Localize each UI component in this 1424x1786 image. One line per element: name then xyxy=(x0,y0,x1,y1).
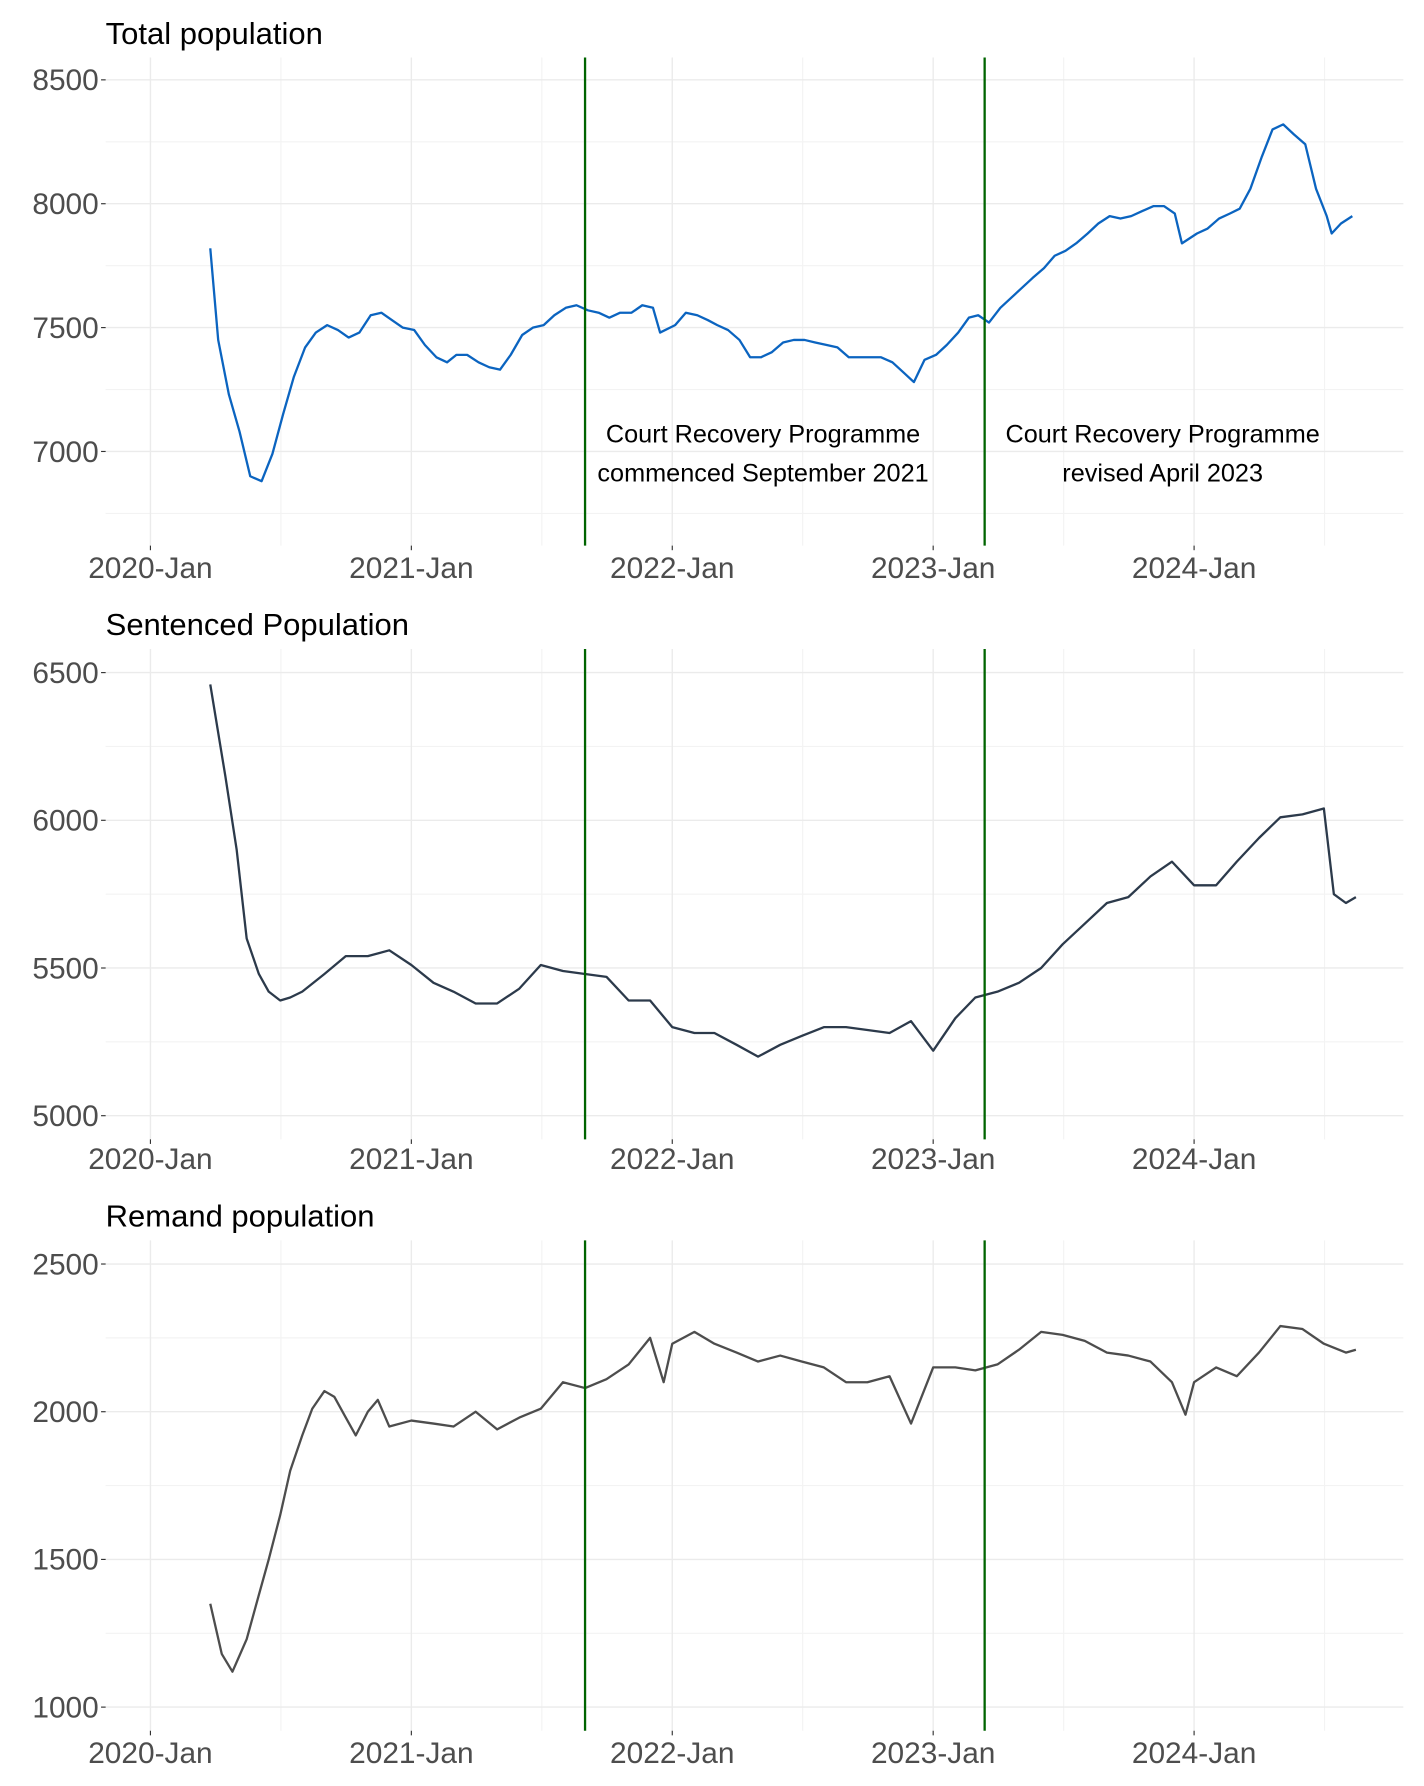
series-line xyxy=(209,1324,1357,1673)
x-tick-label: 2022-Jan xyxy=(610,552,734,585)
x-tick-label: 2020-Jan xyxy=(88,1143,212,1176)
panel-title: Sentenced Population xyxy=(106,607,409,642)
grid xyxy=(105,57,1404,546)
panel-title: Remand population xyxy=(106,1199,375,1234)
y-tick-label: 1500 xyxy=(32,1544,98,1577)
annotation-label: commenced September 2021 xyxy=(597,459,928,487)
x-tick-label: 2022-Jan xyxy=(610,1737,734,1770)
x-tick-label: 2020-Jan xyxy=(88,1737,212,1770)
x-tick-label: 2022-Jan xyxy=(610,1143,734,1176)
x-tick-label: 2021-Jan xyxy=(349,552,473,585)
y-tick-label: 1000 xyxy=(32,1691,98,1724)
y-tick-label: 6000 xyxy=(32,805,98,838)
x-tick-label: 2023-Jan xyxy=(871,1737,995,1770)
annotation-label: Court Recovery Programme xyxy=(1005,420,1319,448)
y-tick-label: 8000 xyxy=(32,188,98,221)
y-tick-label: 7500 xyxy=(32,312,98,345)
panel-title: Total population xyxy=(106,16,323,51)
sentenced-population-panel: Sentenced Population 2020-Jan 2021-Jan 202… xyxy=(32,607,1404,1176)
x-tick-label: 2024-Jan xyxy=(1132,552,1256,585)
y-tick-label: 8500 xyxy=(32,64,98,97)
total-population-panel: Total population 2020-Jan 2021-Jan 2022-Ja… xyxy=(32,16,1404,585)
y-tick-label: 2500 xyxy=(32,1248,98,1281)
x-tick-label: 2024-Jan xyxy=(1132,1143,1256,1176)
series-line xyxy=(209,123,1353,483)
grid xyxy=(105,648,1404,1140)
y-tick-label: 6500 xyxy=(32,657,98,690)
x-tick-label: 2024-Jan xyxy=(1132,1737,1256,1770)
x-tick-label: 2020-Jan xyxy=(88,552,212,585)
grid xyxy=(105,1240,1404,1731)
y-tick-label: 7000 xyxy=(32,436,98,469)
x-tick-label: 2021-Jan xyxy=(349,1737,473,1770)
x-tick-label: 2021-Jan xyxy=(349,1143,473,1176)
y-tick-label: 2000 xyxy=(32,1396,98,1429)
y-tick-label: 5000 xyxy=(32,1100,98,1133)
annotation-label: revised April 2023 xyxy=(1062,459,1263,487)
series-line xyxy=(209,684,1357,1058)
y-tick-label: 5500 xyxy=(32,952,98,985)
x-tick-label: 2023-Jan xyxy=(871,1143,995,1176)
x-tick-label: 2023-Jan xyxy=(871,552,995,585)
remand-population-panel: Remand population 2020-Jan 2021-Jan 2022-J… xyxy=(32,1199,1404,1770)
annotation-label: Court Recovery Programme xyxy=(606,420,920,448)
